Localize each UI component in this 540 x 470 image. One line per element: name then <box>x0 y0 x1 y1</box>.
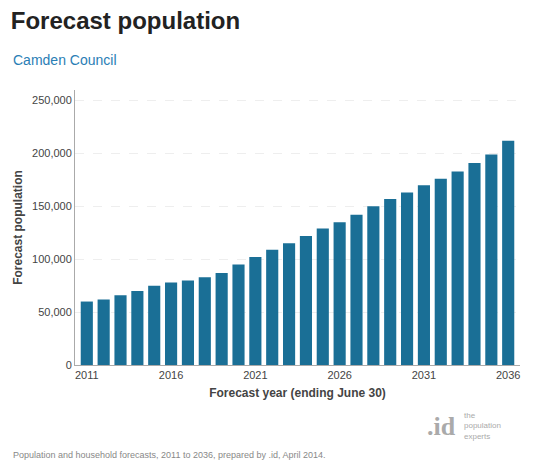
svg-text:2011: 2011 <box>75 369 99 381</box>
svg-text:Forecast population: Forecast population <box>11 7 240 34</box>
svg-text:2026: 2026 <box>327 369 351 381</box>
svg-text:200,000: 200,000 <box>32 147 72 159</box>
svg-text:50,000: 50,000 <box>38 306 72 318</box>
svg-text:Population and household forec: Population and household forecasts, 2011… <box>13 450 326 460</box>
svg-text:2036: 2036 <box>496 369 520 381</box>
svg-text:100,000: 100,000 <box>32 253 72 265</box>
svg-text:Forecast year (ending June 30): Forecast year (ending June 30) <box>209 386 386 400</box>
svg-text:0: 0 <box>66 359 72 371</box>
svg-text:250,000: 250,000 <box>32 94 72 106</box>
svg-text:Camden Council: Camden Council <box>13 52 117 68</box>
svg-text:Forecast population: Forecast population <box>11 170 25 285</box>
svg-text:thepopulationexperts: thepopulationexperts <box>464 411 501 441</box>
svg-text:.id: .id <box>427 412 456 441</box>
svg-text:150,000: 150,000 <box>32 200 72 212</box>
svg-text:2021: 2021 <box>243 369 267 381</box>
svg-text:2031: 2031 <box>412 369 436 381</box>
svg-text:2016: 2016 <box>159 369 183 381</box>
